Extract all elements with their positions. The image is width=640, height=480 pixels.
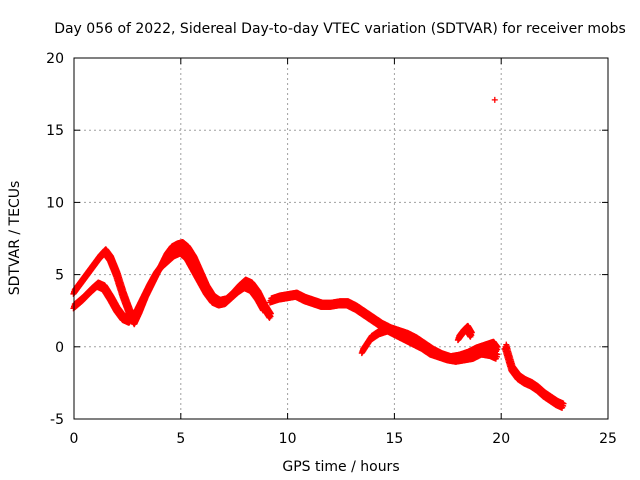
grid-lines xyxy=(74,58,608,419)
data-points xyxy=(70,96,567,411)
chart-title: Day 056 of 2022, Sidereal Day-to-day VTE… xyxy=(54,21,626,37)
